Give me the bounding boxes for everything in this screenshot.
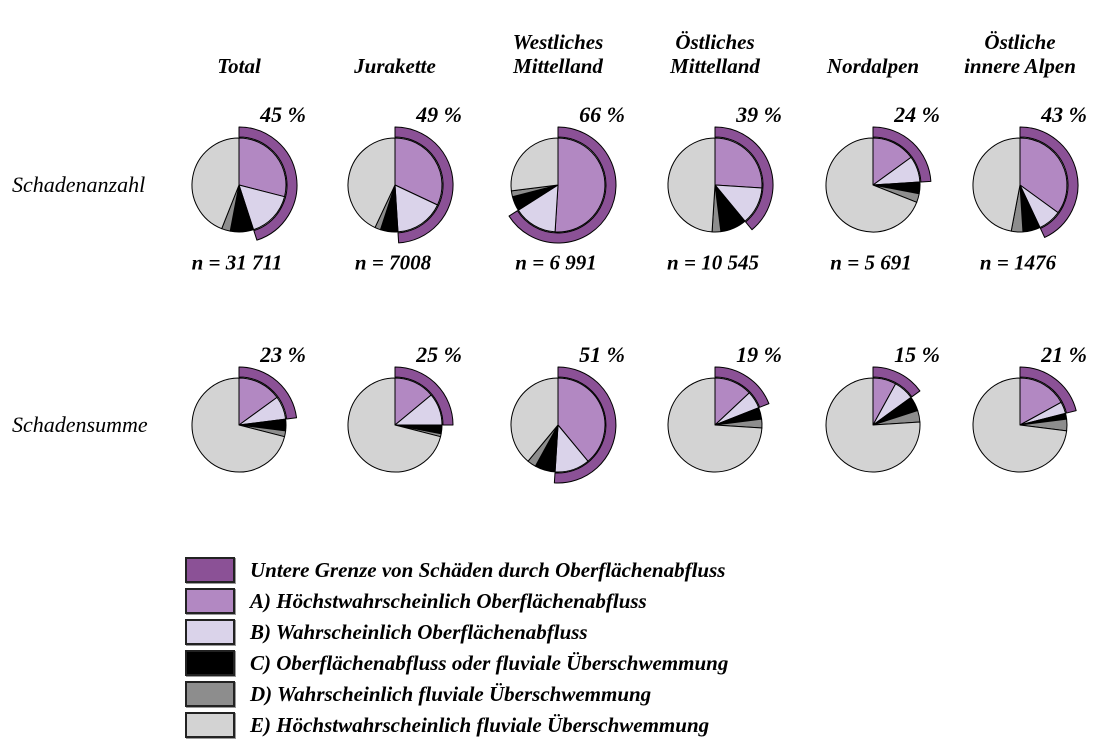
slice-e <box>510 377 559 462</box>
arc-untere-grenze <box>714 126 774 231</box>
slice-e <box>347 137 396 229</box>
legend-item-untere-grenze: Untere Grenze von Schäden durch Oberfläc… <box>185 556 728 584</box>
legend-swatch-c <box>185 650 235 676</box>
legend-swatch-untere-grenze <box>185 557 235 583</box>
pct-label-schadensumme-total: 23 % <box>260 342 306 367</box>
pie-schadenanzahl-jurakette <box>347 126 454 244</box>
n-label-ostliches-mittelland: n = 10 545 <box>667 250 759 275</box>
slice-a <box>1019 137 1068 214</box>
row-label-schadenanzahl: Schadenanzahl <box>12 172 146 197</box>
col-header-nordalpen: Nordalpen <box>826 54 920 78</box>
row-label-schadensumme: Schadensumme <box>12 412 148 437</box>
slice-e <box>191 137 240 230</box>
col-header-oestliches-mittelland: Östliches Mittelland <box>670 30 760 78</box>
slice-a <box>714 137 763 189</box>
legend-item-b: B) Wahrscheinlich Oberflächenabfluss <box>185 618 728 646</box>
slice-e <box>825 137 918 233</box>
slice-a <box>554 137 606 233</box>
pie-schadenanzahl-ostliche-innere-alpen <box>972 126 1079 238</box>
pct-label-schadenanzahl-ostliches-mittelland: 39 % <box>736 102 782 127</box>
legend-label-b: B) Wahrscheinlich Oberflächenabfluss <box>250 620 588 644</box>
legend-swatch-b <box>185 619 235 645</box>
slice-a <box>394 137 443 206</box>
arc-untere-grenze <box>508 126 617 244</box>
col-header-oestliche-innere-alpen: Östliche innere Alpen <box>964 30 1076 78</box>
pct-label-schadenanzahl-ostliche-innere-alpen: 43 % <box>1041 102 1087 127</box>
col-header-jurakette: Jurakette <box>354 54 436 78</box>
pie-schadensumme-westliches-mittelland <box>510 366 617 484</box>
legend-label-untere-grenze: Untere Grenze von Schäden durch Oberfläc… <box>250 558 726 582</box>
legend: Untere Grenze von Schäden durch Oberfläc… <box>185 556 728 742</box>
arc-untere-grenze <box>872 366 921 398</box>
slice-e <box>972 137 1021 232</box>
legend-item-d: D) Wahrscheinlich fluviale Überschwemmun… <box>185 680 728 708</box>
pie-schadensumme-total <box>191 366 298 473</box>
pie-schadensumme-ostliches-mittelland <box>667 366 770 473</box>
legend-item-a: A) Höchstwahrscheinlich Oberflächenabflu… <box>185 587 728 615</box>
pct-label-schadensumme-ostliche-innere-alpen: 21 % <box>1041 342 1087 367</box>
pie-schadensumme-jurakette <box>347 366 454 473</box>
n-label-total: n = 31 711 <box>191 250 283 275</box>
slice-e <box>667 137 716 233</box>
pie-schadenanzahl-nordalpen <box>825 126 932 233</box>
pie-schadenanzahl-ostliches-mittelland <box>667 126 774 233</box>
legend-item-c: C) Oberflächenabfluss oder fluviale Über… <box>185 649 728 677</box>
pct-label-schadenanzahl-westliches-mittelland: 66 % <box>579 102 625 127</box>
col-header-total: Total <box>217 54 261 78</box>
pct-label-schadensumme-westliches-mittelland: 51 % <box>579 342 625 367</box>
slice-e <box>347 377 442 473</box>
legend-label-d: D) Wahrscheinlich fluviale Überschwemmun… <box>250 682 652 706</box>
pie-schadensumme-ostliche-innere-alpen <box>972 366 1077 473</box>
pct-label-schadenanzahl-nordalpen: 24 % <box>894 102 940 127</box>
legend-item-e: E) Höchstwahrscheinlich fluviale Übersch… <box>185 711 728 739</box>
n-label-jurakette: n = 7008 <box>354 250 432 275</box>
n-label-westliches-mittelland: n = 6 991 <box>515 250 597 275</box>
n-label-ostliche-innere-alpen: n = 1476 <box>979 250 1057 275</box>
slice-a <box>557 377 606 462</box>
arc-untere-grenze <box>1019 126 1079 238</box>
pct-label-schadenanzahl-total: 45 % <box>260 102 306 127</box>
slice-e <box>510 137 559 192</box>
arc-untere-grenze <box>553 366 617 484</box>
col-header-westliches-mittelland: Westliches Mittelland <box>512 30 604 78</box>
arc-untere-grenze <box>394 126 454 244</box>
slice-e <box>191 377 286 473</box>
arc-untere-grenze <box>238 366 298 420</box>
arc-untere-grenze <box>238 126 298 241</box>
arc-untere-grenze <box>394 366 454 426</box>
legend-swatch-a <box>185 588 235 614</box>
pie-schadenanzahl-westliches-mittelland <box>508 126 617 244</box>
pie-schadenanzahl-total <box>191 126 298 241</box>
pct-label-schadenanzahl-jurakette: 49 % <box>416 102 462 127</box>
arc-untere-grenze <box>872 126 932 183</box>
pie-schadensumme-nordalpen <box>825 366 921 473</box>
legend-label-c: C) Oberflächenabfluss oder fluviale Über… <box>250 651 729 675</box>
slice-a <box>238 137 287 198</box>
slice-a <box>1019 377 1062 426</box>
legend-swatch-e <box>185 712 235 738</box>
n-label-nordalpen: n = 5 691 <box>830 250 912 275</box>
pct-label-schadensumme-ostliches-mittelland: 19 % <box>736 342 782 367</box>
pct-label-schadensumme-nordalpen: 15 % <box>894 342 940 367</box>
legend-label-e: E) Höchstwahrscheinlich fluviale Übersch… <box>250 713 710 737</box>
slice-b <box>394 184 439 233</box>
slice-e <box>825 377 921 473</box>
pct-label-schadensumme-jurakette: 25 % <box>416 342 462 367</box>
slice-e <box>972 377 1068 473</box>
legend-swatch-d <box>185 681 235 707</box>
arc-untere-grenze <box>1019 366 1077 414</box>
legend-label-a: A) Höchstwahrscheinlich Oberflächenabflu… <box>250 589 647 613</box>
arc-untere-grenze <box>714 366 770 408</box>
slice-e <box>667 377 763 473</box>
